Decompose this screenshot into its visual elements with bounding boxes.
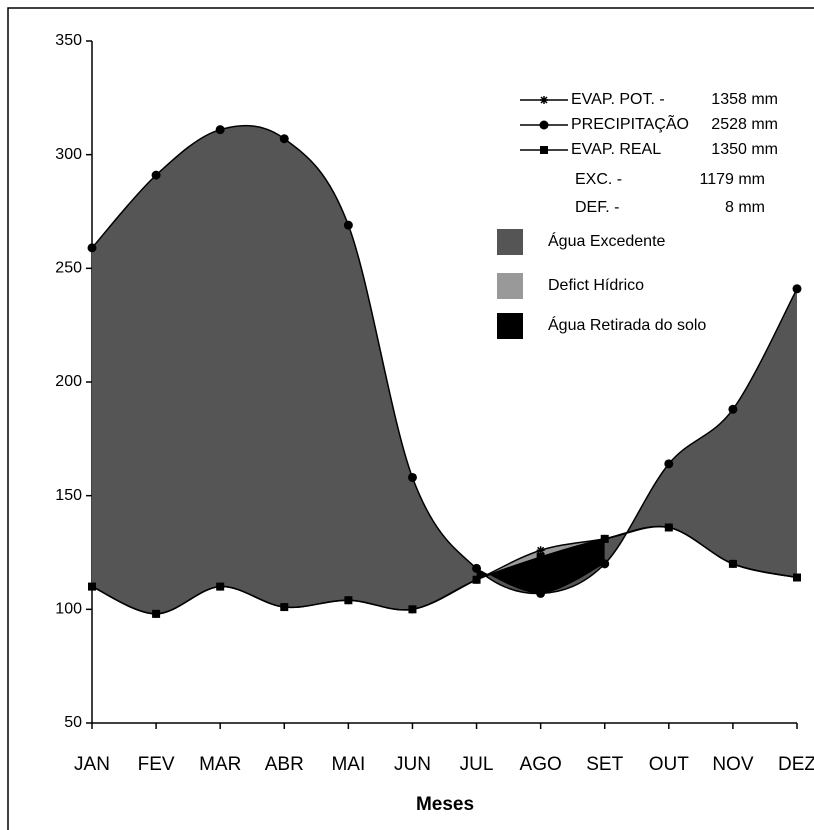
marker — [279, 134, 289, 144]
x-tick-label: DEZ — [778, 754, 814, 775]
marker — [87, 243, 97, 253]
legend-total: 1358 mm — [711, 91, 778, 108]
x-axis-title: Meses — [416, 794, 474, 815]
marker — [540, 96, 548, 104]
legend-label: PRECIPITAÇÃO — [571, 113, 689, 133]
y-tick-label: 250 — [55, 260, 82, 277]
x-tick-label: AGO — [520, 754, 562, 775]
x-tick-label: MAI — [331, 754, 365, 775]
x-tick-label: SET — [586, 754, 623, 775]
marker — [536, 588, 546, 598]
legend-swatch — [497, 313, 523, 339]
marker — [600, 534, 609, 543]
marker — [728, 404, 738, 414]
y-tick-label: 50 — [64, 714, 82, 731]
marker — [728, 559, 737, 568]
marker — [664, 523, 673, 532]
legend-area-box: Água Retirada do solo — [548, 317, 707, 334]
y-tick-label: 300 — [55, 146, 82, 163]
x-tick-label: ABR — [265, 754, 304, 775]
frame — [7, 7, 814, 830]
marker — [407, 472, 417, 482]
legend-area-label: Água Retirada do solo — [548, 317, 707, 334]
y-tick-label: 150 — [55, 487, 82, 504]
marker — [536, 553, 545, 562]
marker — [88, 582, 96, 591]
marker — [216, 582, 225, 591]
marker — [536, 546, 545, 555]
series-line — [91, 525, 798, 615]
marker — [472, 575, 481, 584]
legend-total: 2528 mm — [711, 116, 778, 133]
area-withdrawal — [476, 538, 605, 594]
marker — [408, 605, 417, 614]
legend-area-label: Defict Hídrico — [548, 277, 645, 294]
x-tick-label: JUL — [460, 754, 494, 775]
marker — [472, 563, 482, 573]
y-tick-label: 100 — [55, 601, 82, 618]
marker — [792, 284, 802, 294]
x-tick-label: FEV — [138, 754, 175, 775]
summary-value: 1179 mm — [699, 171, 765, 188]
legend-swatch — [497, 229, 523, 255]
x-tick-label: JAN — [74, 754, 110, 775]
marker — [540, 146, 548, 154]
legend-label: EVAP. POT. - — [571, 91, 665, 108]
marker — [215, 125, 225, 135]
summary-label: DEF. - — [575, 199, 619, 216]
marker — [664, 459, 674, 469]
marker — [343, 220, 353, 230]
marker — [152, 609, 161, 618]
y-tick-label: 200 — [55, 373, 82, 390]
marker — [151, 170, 161, 180]
legend-area-box: Água Excedente — [548, 233, 666, 250]
marker — [539, 120, 549, 130]
marker — [600, 559, 610, 569]
summary-label: EXC. - — [575, 171, 622, 188]
x-tick-label: JUN — [394, 754, 431, 775]
legend-area-box: Defict Hídrico — [548, 277, 645, 294]
marker — [793, 573, 801, 582]
summary-value: 8 mm — [725, 199, 765, 216]
area-excess — [92, 125, 797, 614]
y-tick-label: 350 — [55, 32, 82, 49]
x-tick-label: NOV — [712, 754, 754, 775]
x-tick-label: OUT — [649, 754, 690, 775]
legend-label: EVAP. REAL — [571, 141, 661, 158]
legend-total: 1350 mm — [711, 141, 778, 158]
marker — [344, 596, 353, 605]
x-tick-label: MAR — [199, 754, 241, 775]
legend-area-label: Água Excedente — [548, 233, 666, 250]
legend-swatch — [497, 273, 523, 299]
marker — [280, 603, 289, 612]
